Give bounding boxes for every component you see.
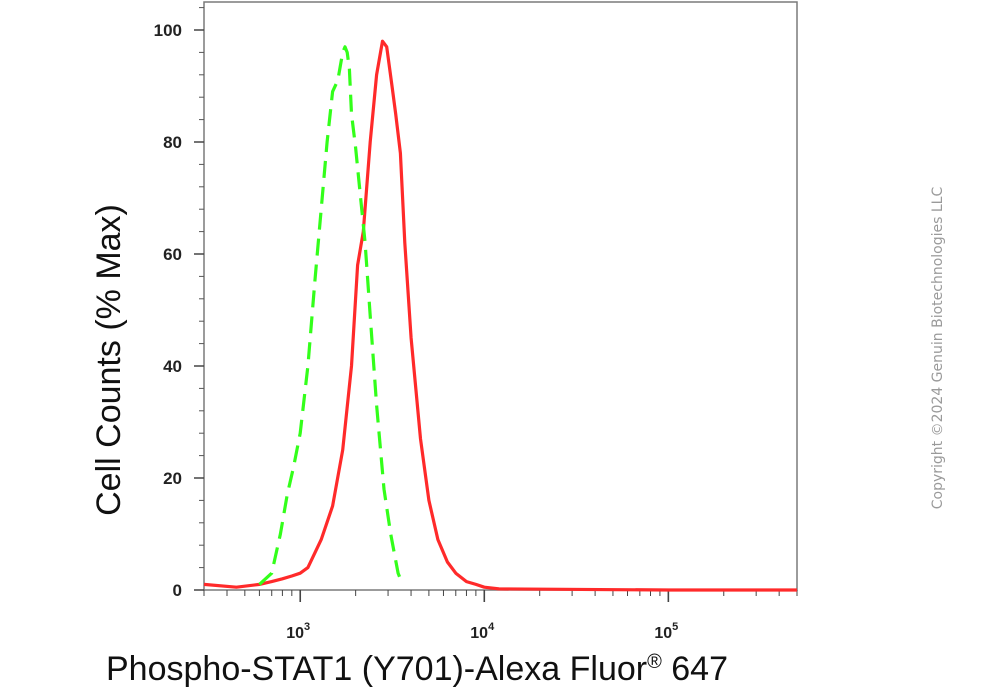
x-axis-title-suffix: 647 <box>662 650 728 688</box>
y-tick-label: 20 <box>163 469 182 488</box>
y-tick-label: 100 <box>154 21 182 40</box>
x-tick-base: 10 <box>286 625 304 642</box>
x-tick-exponent: 4 <box>488 621 495 633</box>
y-tick-label: 0 <box>173 581 182 600</box>
y-axis: 0 20 40 60 80 100 <box>154 7 204 600</box>
x-axis: 103 104 105 <box>203 590 798 642</box>
x-tick-base: 10 <box>654 625 672 642</box>
x-tick-base: 10 <box>470 625 488 642</box>
series-line-2 <box>258 45 405 586</box>
y-axis-title: Cell Counts (% Max) <box>90 204 128 516</box>
copyright-text: Copyright ©2024 Genuin Biotechnologies L… <box>930 187 946 510</box>
x-tick-label: 105 <box>654 621 678 642</box>
x-axis-title: Phospho-STAT1 (Y701)-Alexa Fluor® 647 <box>106 650 728 688</box>
plot-frame <box>203 1 798 591</box>
y-tick-label: 60 <box>163 245 182 264</box>
x-tick-label: 103 <box>286 621 310 642</box>
x-axis-title-superscript: ® <box>647 651 662 673</box>
x-tick-exponent: 5 <box>672 621 678 633</box>
x-tick-exponent: 3 <box>304 621 310 633</box>
series-layer <box>203 39 797 592</box>
x-axis-title-main: Phospho-STAT1 (Y701)-Alexa Fluor <box>106 650 647 688</box>
y-tick-label: 80 <box>163 133 182 152</box>
series-line-1 <box>203 39 797 592</box>
y-tick-label: 40 <box>163 357 182 376</box>
x-tick-label: 104 <box>470 621 495 642</box>
